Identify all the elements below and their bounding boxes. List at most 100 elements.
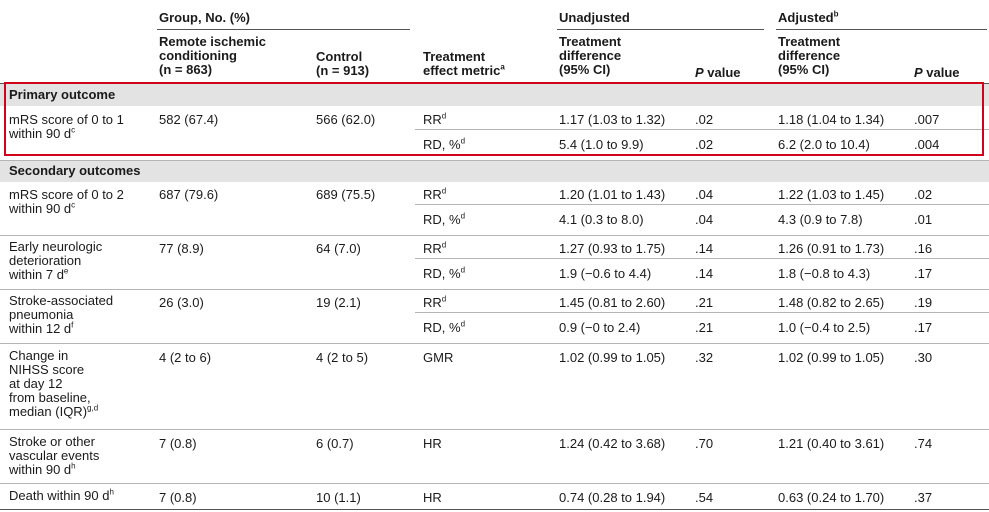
cell-control: 689 (75.5) [316,187,376,202]
cell-unadj-diff: 0.74 (0.28 to 1.94) [559,490,666,505]
row-rule [0,160,989,161]
metric-rule [415,258,989,259]
row-rule [0,429,989,430]
cell-unadj-p: .04 [695,187,714,202]
header-control: Control (n = 913) [316,49,370,78]
cell-adj-diff: 1.0 (−0.4 to 2.5) [778,320,871,335]
row-rule [0,483,989,484]
cell-adj-diff: 1.02 (0.99 to 1.05) [778,350,885,365]
cell-unadj-p: .32 [695,350,714,365]
cell-metric: RRd [423,186,447,202]
cell-control: 6 (0.7) [316,436,354,451]
row-label: mRS score of 0 to 1 within 90 dc [9,112,124,141]
section-primary: Primary outcome [9,87,116,102]
row-label: Death within 90 dh [9,487,114,503]
cell-control: 19 (2.1) [316,295,361,310]
header-adj-p: P value [914,65,960,80]
cell-unadj-diff: 1.24 (0.42 to 3.68) [559,436,666,451]
cell-adj-p: .007 [914,112,940,127]
cell-remote: 7 (0.8) [159,436,197,451]
section-secondary: Secondary outcomes [9,163,141,178]
cell-unadj-diff: 5.4 (1.0 to 9.9) [559,137,644,152]
cell-metric: RRd [423,240,447,256]
cell-adj-p: .004 [914,137,940,152]
cell-remote: 77 (8.9) [159,241,204,256]
cell-unadj-diff: 1.17 (1.03 to 1.32) [559,112,666,127]
cell-metric: HR [423,490,442,505]
cell-metric: GMR [423,350,454,365]
row-label: Early neurologic deterioration within 7 de [9,239,103,282]
row-label: Change in NIHSS score at day 12 from baseli… [9,348,99,419]
cell-adj-diff: 6.2 (2.0 to 10.4) [778,137,870,152]
highlight-box-primary [4,82,984,156]
cell-adj-diff: 0.63 (0.24 to 1.70) [778,490,885,505]
cell-unadj-diff: 1.20 (1.01 to 1.43) [559,187,666,202]
cell-adj-p: .30 [914,350,933,365]
cell-remote: 582 (67.4) [159,112,219,127]
cell-remote: 4 (2 to 6) [159,350,212,365]
row-rule [0,235,989,236]
cell-adj-diff: 1.8 (−0.8 to 4.3) [778,266,871,281]
cell-control: 64 (7.0) [316,241,361,256]
cell-remote: 7 (0.8) [159,490,197,505]
cell-unadj-p: .02 [695,137,714,152]
cell-unadj-diff: 0.9 (−0 to 2.4) [559,320,641,335]
metric-rule [415,312,989,313]
row-rule [0,509,989,510]
cell-adj-diff: 1.21 (0.40 to 3.61) [778,436,885,451]
cell-unadj-p: .21 [695,295,714,310]
header-group: Group, No. (%) [159,10,250,25]
row-rule [0,289,989,290]
cell-control: 4 (2 to 5) [316,350,369,365]
cell-unadj-p: .70 [695,436,714,451]
cell-adj-diff: 1.18 (1.04 to 1.34) [778,112,885,127]
cell-remote: 26 (3.0) [159,295,204,310]
cell-unadj-p: .14 [695,241,714,256]
cell-adj-diff: 4.3 (0.9 to 7.8) [778,212,863,227]
cell-metric: HR [423,436,442,451]
header-unadj-diff: Treatment difference (95% CI) [559,34,622,77]
cell-control: 10 (1.1) [316,490,361,505]
header-unadjusted-rule [557,29,764,30]
cell-adj-diff: 1.22 (1.03 to 1.45) [778,187,885,202]
metric-rule [415,204,989,205]
cell-adj-p: .17 [914,320,933,335]
cell-metric: RRd [423,294,447,310]
row-label: mRS score of 0 to 2 within 90 dc [9,187,124,216]
section-band-primary [0,84,989,106]
cell-metric: RD, %d [423,265,466,281]
row-label: Stroke-associated pneumonia within 12 df [9,293,114,336]
cell-adj-p: .74 [914,436,933,451]
cell-unadj-p: .54 [695,490,714,505]
row-label: Stroke or other vascular events within 90 … [9,434,100,477]
cell-control: 566 (62.0) [316,112,376,127]
cell-unadj-diff: 4.1 (0.3 to 8.0) [559,212,644,227]
cell-adj-p: .01 [914,212,933,227]
cell-unadj-diff: 1.45 (0.81 to 2.60) [559,295,666,310]
cell-adj-p: .37 [914,490,933,505]
header-group-rule [157,29,410,30]
header-unadj-p: P value [695,65,741,80]
cell-metric: RD, %d [423,211,466,227]
header-adj-diff: Treatment difference (95% CI) [778,34,841,77]
header-remote: Remote ischemic conditioning (n = 863) [159,34,266,77]
cell-adj-p: .16 [914,241,933,256]
header-adjusted-rule [776,29,987,30]
cell-adj-p: .19 [914,295,933,310]
cell-unadj-p: .14 [695,266,714,281]
row-rule [0,343,989,344]
cell-unadj-p: .04 [695,212,714,227]
cell-metric: RD, %d [423,319,466,335]
cell-metric: RRd [423,111,447,127]
header-adjusted: Adjustedb [778,9,839,25]
cell-adj-p: .02 [914,187,933,202]
cell-adj-p: .17 [914,266,933,281]
cell-unadj-diff: 1.27 (0.93 to 1.75) [559,241,666,256]
metric-rule [415,129,989,130]
cell-unadj-diff: 1.02 (0.99 to 1.05) [559,350,666,365]
header-metric: Treatment effect metrica [423,49,505,78]
section-band-secondary [0,160,989,182]
cell-unadj-p: .02 [695,112,714,127]
cell-adj-diff: 1.48 (0.82 to 2.65) [778,295,885,310]
cell-metric: RD, %d [423,136,466,152]
